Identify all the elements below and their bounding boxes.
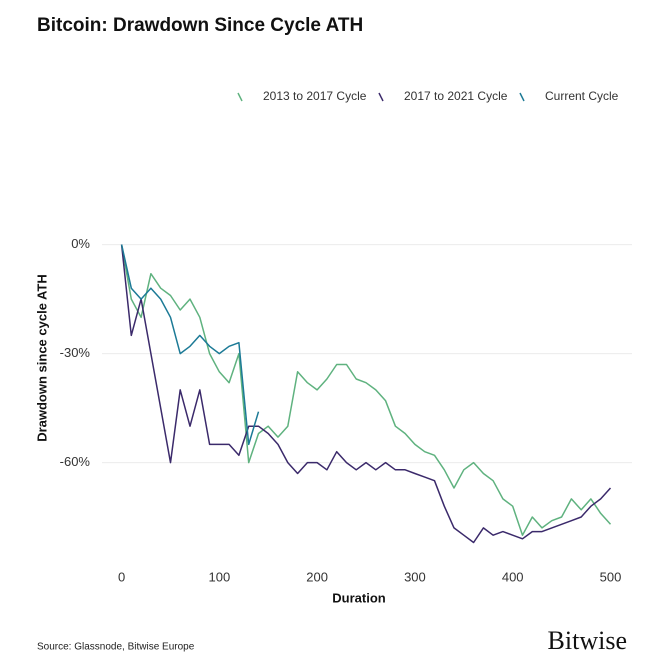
y-axis-title: Drawdown since cycle ATH <box>34 274 49 442</box>
series-line <box>120 244 260 446</box>
legend-swatch <box>237 92 243 102</box>
chart-title: Bitcoin: Drawdown Since Cycle ATH <box>37 15 363 36</box>
legend-swatch <box>519 92 525 102</box>
series-line <box>120 244 612 544</box>
y-tick-label: -30% <box>60 345 91 360</box>
x-tick-label: 500 <box>600 569 622 584</box>
legend-label: Current Cycle <box>545 89 619 103</box>
x-tick-label: 200 <box>306 569 328 584</box>
legend-swatch <box>378 92 384 102</box>
y-tick-label: -60% <box>60 454 91 469</box>
legend-label: 2013 to 2017 Cycle <box>263 89 367 103</box>
source: Source: Glassnode, Bitwise Europe <box>37 642 195 653</box>
legend-label: 2017 to 2021 Cycle <box>404 89 508 103</box>
x-tick-label: 400 <box>502 569 524 584</box>
x-tick-label: 300 <box>404 569 426 584</box>
x-tick-label: 100 <box>208 569 230 584</box>
brand-logo: Bitwise <box>548 626 627 655</box>
y-tick-label: 0% <box>71 236 90 251</box>
series-line <box>120 244 612 536</box>
x-axis-title: Duration <box>332 590 386 605</box>
x-tick-label: 0 <box>118 569 125 584</box>
